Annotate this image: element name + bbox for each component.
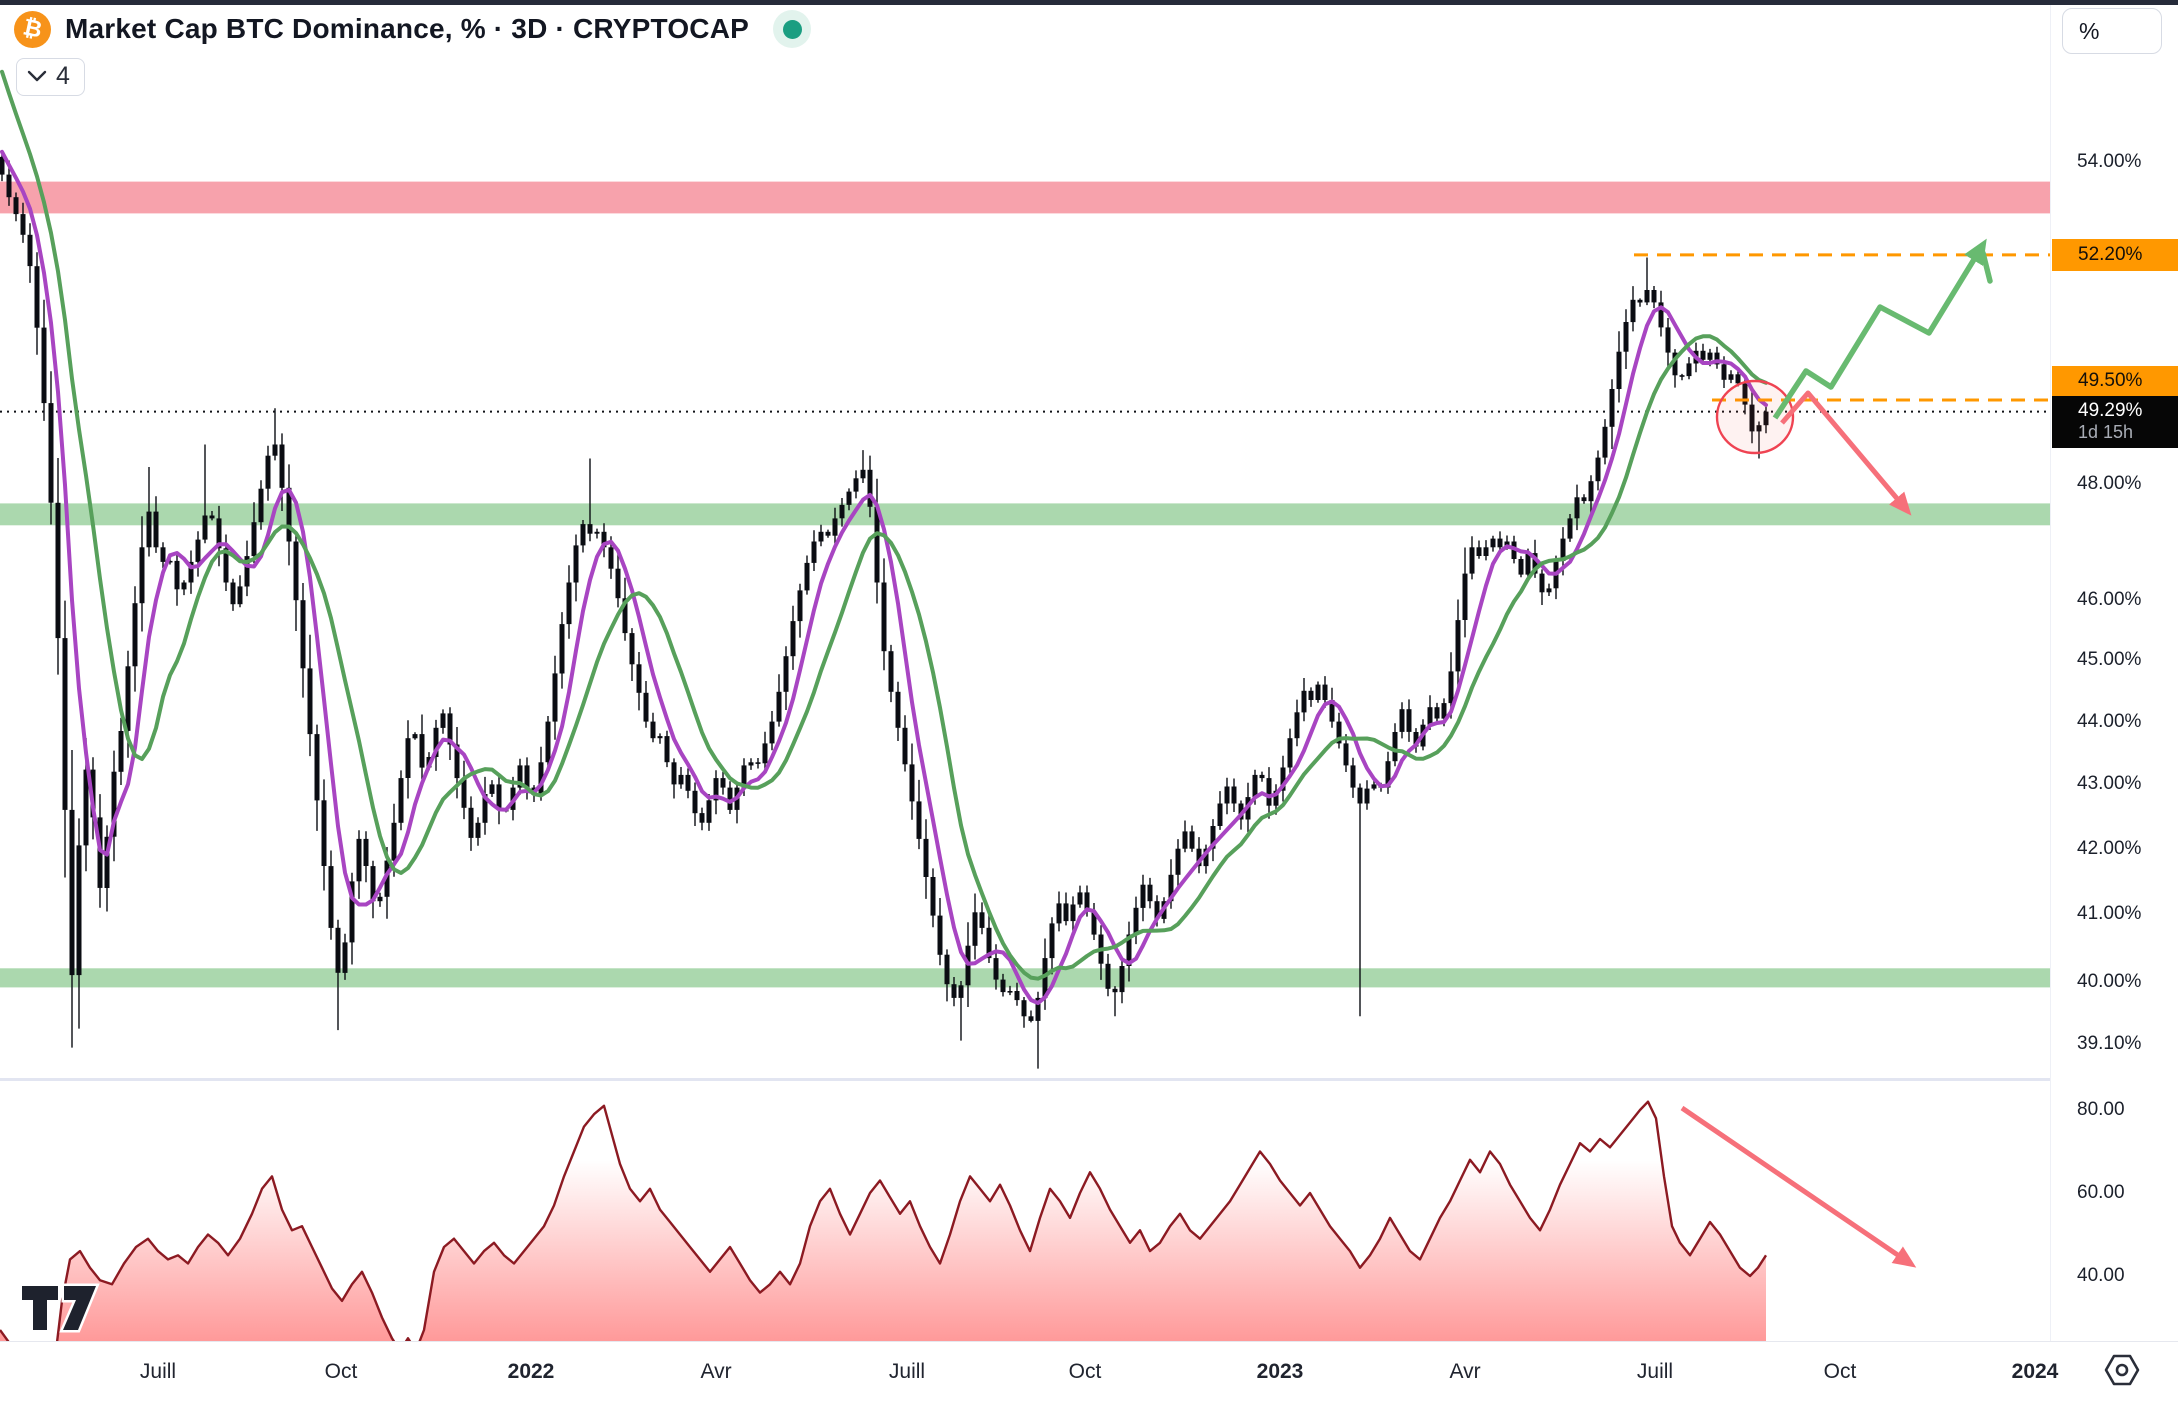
indicators-collapse-badge[interactable]: 4: [16, 58, 85, 96]
bar-countdown: 1d 15h: [2078, 422, 2134, 443]
resistance-zone: [0, 181, 2050, 214]
time-tick-label: Juill: [1636, 1360, 1674, 1383]
pane-divider[interactable]: [0, 1078, 2050, 1081]
price-scale[interactable]: 54.00%52.00%48.00%46.00%45.00%44.00%43.0…: [2050, 5, 2178, 1341]
time-tick-label: Oct: [324, 1360, 358, 1383]
price-low-tick-label: 39.10%: [2077, 1033, 2142, 1055]
indicator-bearish-arrow[interactable]: [1680, 1105, 1917, 1268]
indicator-tick-label: 80.00: [2077, 1099, 2125, 1120]
time-tick-label: 2024: [2011, 1360, 2059, 1383]
price-tick-label: 44.00%: [2077, 710, 2142, 732]
price-tick-label: 48.00%: [2077, 473, 2142, 494]
main-pane[interactable]: [0, 69, 2050, 1069]
price-tick-label: 41.00%: [2077, 903, 2142, 925]
candlestick-series: [0, 151, 1769, 1069]
highlight-circle[interactable]: [1715, 379, 1795, 455]
indicator-pane[interactable]: [0, 1100, 1917, 1376]
unit-label: %: [2079, 17, 2100, 44]
bearish-arrow[interactable]: [1780, 390, 1912, 516]
time-tick-label: Avr: [1449, 1360, 1481, 1383]
price-tick-label: 46.00%: [2077, 589, 2142, 611]
window-top-strip: [0, 0, 2178, 5]
market-status-dot[interactable]: [773, 10, 812, 48]
time-tick-label: Avr: [700, 1360, 732, 1383]
indicators-count: 4: [56, 62, 70, 90]
bitcoin-glyph: ₿: [20, 13, 45, 44]
current-price-label: 49.29% 1d 15h: [2052, 395, 2178, 448]
indicator-tick-label: 40.00: [2077, 1265, 2125, 1286]
time-tick-label: Juill: [139, 1360, 177, 1383]
support-zone-lower: [0, 968, 2050, 988]
price-tick-label: 40.00%: [2077, 970, 2142, 992]
indicator-area-fill: [0, 1101, 1766, 1341]
level-price-label: 52.20%: [2052, 238, 2178, 271]
symbol-title[interactable]: Market Cap BTC Dominance, % · 3D · CRYPT…: [65, 13, 750, 44]
indicator-tick-label: 60.00: [2077, 1182, 2125, 1203]
time-tick-label: 2022: [507, 1360, 555, 1383]
bullish-arrow[interactable]: [1772, 238, 1987, 420]
time-tick-label: Juill: [888, 1360, 926, 1383]
time-tick-label: Oct: [1068, 1360, 1102, 1383]
bitcoin-icon: ₿: [14, 10, 51, 48]
ma-fast-line[interactable]: [0, 149, 1768, 1006]
price-tick-label: 43.00%: [2077, 773, 2142, 795]
ma-slow-line[interactable]: [0, 69, 1768, 981]
tradingview-logo[interactable]: [14, 1278, 110, 1341]
chevron-down-icon: [27, 70, 47, 82]
support-zone-upper: [0, 503, 2050, 526]
time-scale[interactable]: Juill Oct 2022 Avr Juill Oct 2023 Avr Juill Oct 20…: [0, 1341, 2178, 1402]
time-tick-label: Oct: [1823, 1360, 1857, 1383]
price-tick-label: 54.00%: [2077, 151, 2142, 173]
bullish-arrow-tail: [1980, 250, 1993, 284]
price-tick-label: 45.00%: [2077, 649, 2142, 671]
price-tick-label: 42.00%: [2077, 837, 2142, 859]
indicator-line[interactable]: [0, 1100, 1768, 1376]
price-scale-unit-button[interactable]: %: [2062, 8, 2162, 54]
level-price-label: 49.50%: [2052, 365, 2178, 397]
symbol-legend: ₿ Market Cap BTC Dominance, % · 3D · CRY…: [14, 10, 812, 96]
pane-settings-icon[interactable]: [2102, 1352, 2142, 1393]
time-tick-label: 2023: [1256, 1360, 1304, 1383]
